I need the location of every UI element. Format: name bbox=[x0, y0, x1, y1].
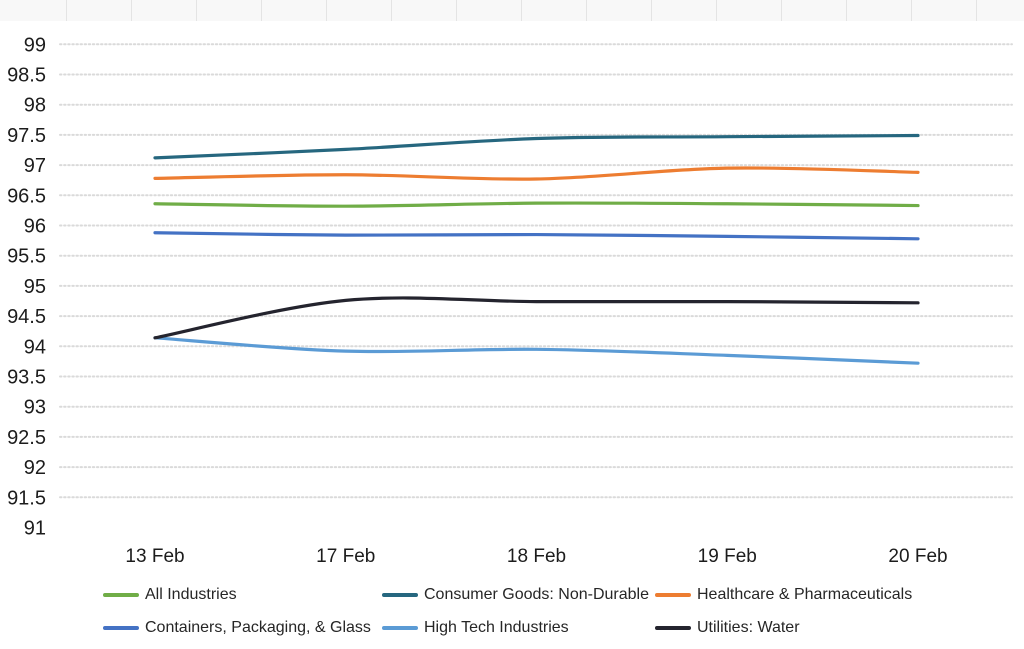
y-axis-tick-label: 93.5 bbox=[7, 367, 46, 389]
y-axis-tick-label: 93 bbox=[24, 397, 46, 419]
legend-swatch-line bbox=[655, 626, 691, 630]
series-line-healthcare-pharmaceuticals bbox=[153, 166, 920, 181]
legend-item-containers-packaging-glass: Containers, Packaging, & Glass bbox=[103, 619, 371, 637]
legend-item-high-tech-industries: High Tech Industries bbox=[382, 619, 569, 637]
y-axis-tick-label: 98 bbox=[24, 95, 46, 117]
series-line-containers-packaging-glass bbox=[153, 231, 920, 241]
legend-label: All Industries bbox=[145, 586, 237, 603]
y-axis-tick-label: 94 bbox=[24, 336, 46, 358]
x-axis-tick-label: 20 Feb bbox=[888, 546, 947, 567]
y-axis-tick-label: 91 bbox=[24, 518, 46, 540]
legend-label: Containers, Packaging, & Glass bbox=[145, 619, 371, 636]
legend-label: High Tech Industries bbox=[424, 619, 569, 636]
y-axis-tick-label: 96.5 bbox=[7, 185, 46, 207]
y-axis-tick-label: 92 bbox=[24, 457, 46, 479]
y-axis-tick-label: 92.5 bbox=[7, 427, 46, 449]
legend-item-healthcare-pharmaceuticals: Healthcare & Pharmaceuticals bbox=[655, 586, 912, 604]
legend-swatch-line bbox=[382, 626, 418, 630]
legend-label: Healthcare & Pharmaceuticals bbox=[697, 586, 913, 603]
y-axis-tick-label: 98.5 bbox=[7, 65, 46, 87]
series-line-utilities-water bbox=[153, 296, 920, 340]
chart-plot-area: 99 98.5 98 97.5 97 96.5 96 95.5 95 94.5 94 93.5 93 92… bbox=[7, 34, 1013, 567]
x-axis-tick-label: 18 Feb bbox=[507, 546, 566, 567]
legend-swatch-line bbox=[382, 593, 418, 597]
y-axis-tick-label: 97 bbox=[24, 155, 46, 177]
legend-swatch-line bbox=[655, 593, 691, 597]
x-axis-tick-label: 17 Feb bbox=[316, 546, 375, 567]
legend-label: Utilities: Water bbox=[697, 619, 800, 636]
series-line-high-tech-industries bbox=[153, 336, 920, 365]
y-axis-tick-label: 96 bbox=[24, 216, 46, 238]
legend-item-all-industries: All Industries bbox=[103, 586, 237, 604]
y-axis-tick-label: 95 bbox=[24, 276, 46, 298]
x-axis-tick-label: 19 Feb bbox=[698, 546, 757, 567]
legend-swatch-line bbox=[103, 593, 139, 597]
y-axis-tick-label: 97.5 bbox=[7, 125, 46, 147]
legend-swatch-line bbox=[103, 626, 139, 630]
top-chart-remnant bbox=[0, 0, 1024, 21]
y-axis-tick-label: 95.5 bbox=[7, 246, 46, 268]
series-line-all-industries bbox=[153, 201, 920, 208]
legend-label: Consumer Goods: Non-Durable bbox=[424, 586, 649, 603]
legend-item-consumer-goods-non-durable: Consumer Goods: Non-Durable bbox=[382, 586, 649, 604]
y-axis-tick-label: 99 bbox=[24, 34, 46, 56]
series-line-consumer-goods-non-durable bbox=[153, 133, 920, 160]
legend-item-utilities-water: Utilities: Water bbox=[655, 619, 800, 637]
y-axis-tick-label: 91.5 bbox=[7, 487, 46, 509]
x-axis-tick-label: 13 Feb bbox=[125, 546, 184, 567]
y-axis-tick-label: 94.5 bbox=[7, 306, 46, 328]
